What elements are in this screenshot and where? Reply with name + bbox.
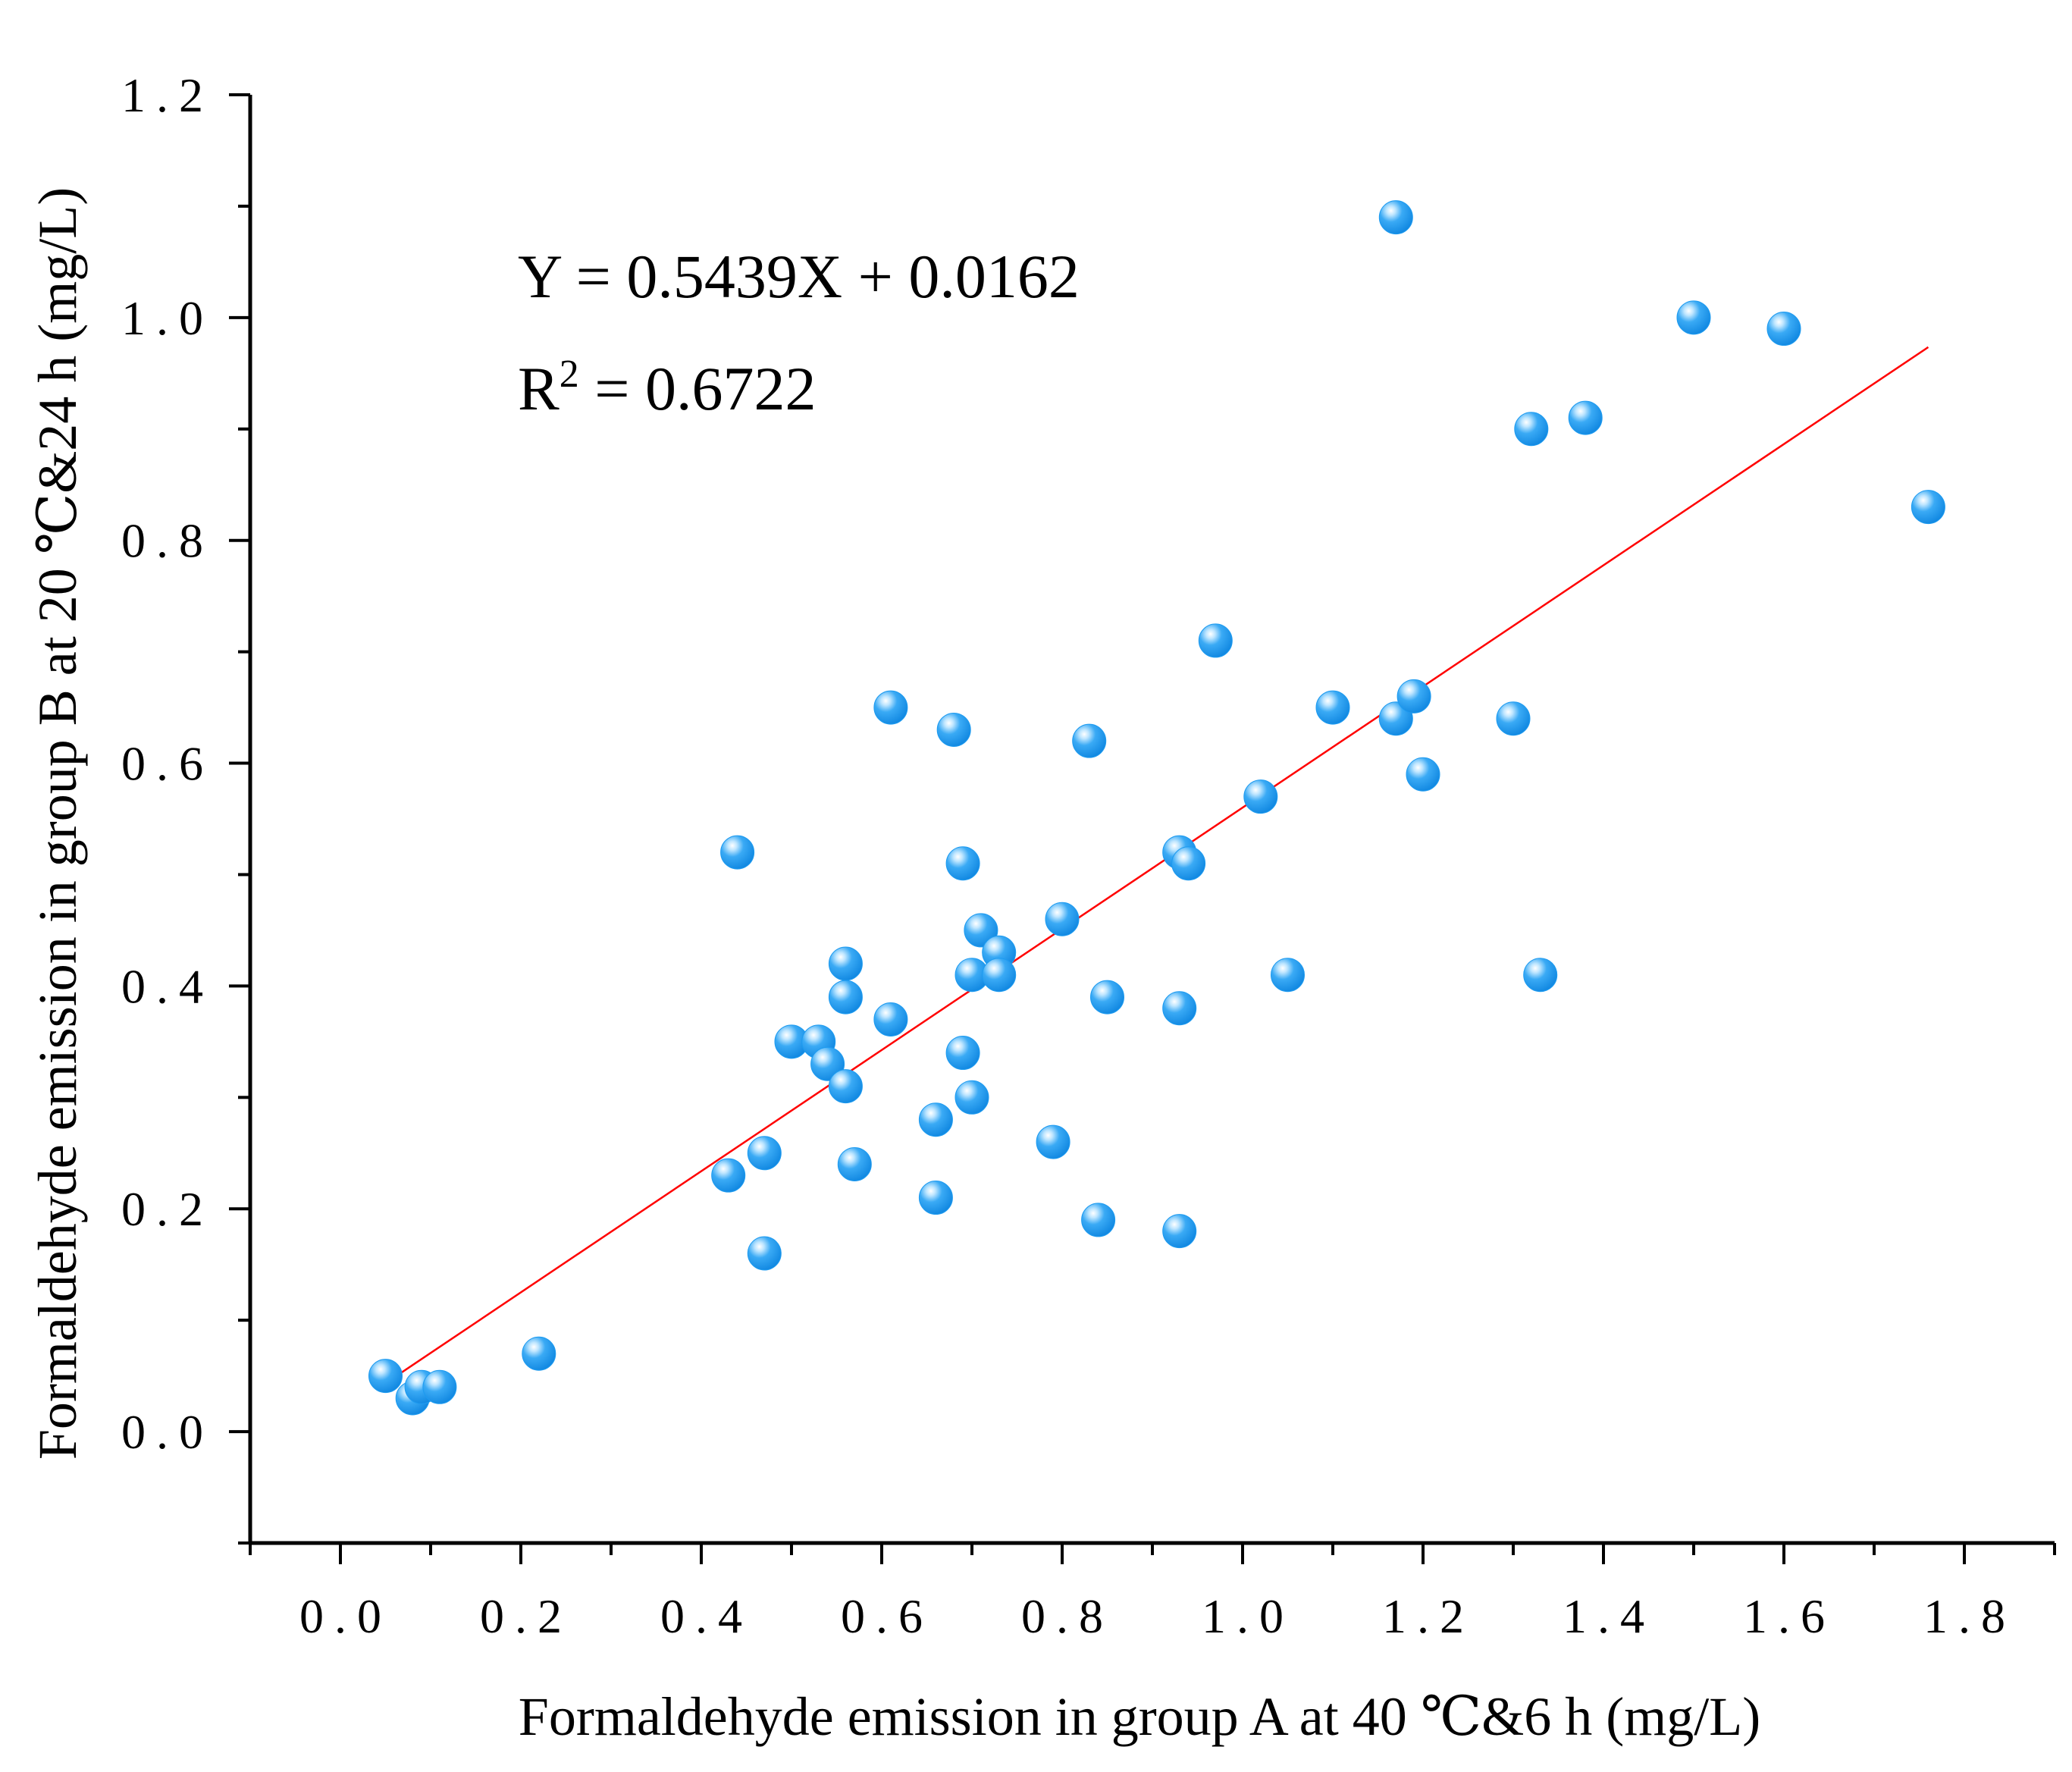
data-point bbox=[1676, 300, 1711, 335]
x-tick-label: 0.6 bbox=[841, 1589, 933, 1643]
x-tick-label: 1.0 bbox=[1202, 1589, 1294, 1643]
data-point bbox=[1162, 991, 1197, 1026]
data-point bbox=[954, 1080, 989, 1115]
data-point bbox=[1171, 846, 1206, 881]
y-tick-label: 1.2 bbox=[121, 68, 214, 122]
fit-line-group bbox=[384, 346, 1929, 1385]
regression-equation: Y = 0.5439X + 0.0162 bbox=[518, 242, 1080, 311]
data-point bbox=[828, 980, 863, 1015]
x-tick-label: 0.8 bbox=[1021, 1589, 1114, 1643]
r2-value: = 0.6722 bbox=[579, 354, 817, 423]
y-tick-label: 0.6 bbox=[121, 737, 214, 791]
data-point bbox=[1514, 412, 1549, 447]
data-point bbox=[747, 1236, 782, 1271]
regression-fit-line bbox=[384, 346, 1929, 1385]
data-point bbox=[1271, 958, 1305, 993]
x-tick-label: 1.6 bbox=[1743, 1589, 1835, 1643]
data-point bbox=[422, 1369, 457, 1404]
x-tick-label: 1.2 bbox=[1382, 1589, 1475, 1643]
labels: Y = 0.5439X + 0.0162 R2 = 0.6722 Formald… bbox=[27, 187, 1760, 1747]
data-point bbox=[1911, 490, 1945, 525]
data-point bbox=[1378, 200, 1413, 235]
data-point bbox=[1072, 723, 1107, 758]
data-point bbox=[982, 958, 1017, 993]
r2-superscript: 2 bbox=[560, 353, 579, 396]
data-point bbox=[1243, 779, 1278, 814]
data-point bbox=[918, 1181, 953, 1215]
data-point bbox=[1396, 679, 1431, 714]
data-point bbox=[1081, 1203, 1116, 1237]
data-point bbox=[945, 846, 980, 881]
data-point bbox=[1045, 902, 1080, 936]
data-point bbox=[945, 1036, 980, 1071]
data-point bbox=[720, 835, 755, 870]
x-tick-label: 1.8 bbox=[1923, 1589, 2016, 1643]
y-tick-label: 0.8 bbox=[121, 514, 214, 568]
x-tick-label: 0.0 bbox=[299, 1589, 392, 1643]
data-point bbox=[873, 1002, 908, 1037]
data-point bbox=[1406, 757, 1440, 792]
data-point bbox=[918, 1102, 953, 1137]
data-point bbox=[828, 1069, 863, 1104]
data-point bbox=[711, 1158, 746, 1193]
x-tick-label: 0.4 bbox=[660, 1589, 753, 1643]
data-point bbox=[1315, 690, 1350, 725]
data-point bbox=[828, 946, 863, 981]
x-tick-label: 1.4 bbox=[1563, 1589, 1655, 1643]
data-points bbox=[368, 200, 1945, 1416]
data-point bbox=[936, 712, 971, 747]
data-point bbox=[368, 1359, 403, 1394]
r-squared-label: R2 = 0.6722 bbox=[518, 353, 816, 423]
y-axis-title: Formaldehyde emission in group B at 20 ℃… bbox=[27, 187, 88, 1460]
data-point bbox=[1036, 1124, 1070, 1159]
data-point bbox=[1162, 1214, 1197, 1249]
data-point bbox=[522, 1336, 556, 1371]
x-axis-title: Formaldehyde emission in group A at 40 ℃… bbox=[519, 1686, 1760, 1747]
data-point bbox=[747, 1136, 782, 1171]
x-tick-label: 0.2 bbox=[480, 1589, 572, 1643]
r2-prefix: R bbox=[518, 354, 560, 423]
y-tick-label: 1.0 bbox=[121, 291, 214, 345]
data-point bbox=[1523, 958, 1558, 993]
data-point bbox=[1496, 701, 1531, 736]
data-point bbox=[837, 1146, 872, 1181]
y-tick-label: 0.2 bbox=[121, 1182, 214, 1236]
data-point bbox=[1198, 623, 1233, 658]
data-point bbox=[1090, 980, 1124, 1015]
y-tick-label: 0.0 bbox=[121, 1405, 214, 1459]
axes: 0.0 0.2 0.4 0.6 0.8 1.0 1.2 0.0 0.2 0.4 0.6 0.8 1.0 1… bbox=[121, 68, 2056, 1643]
y-tick-label: 0.4 bbox=[121, 959, 214, 1013]
data-point bbox=[1568, 400, 1603, 435]
data-point bbox=[873, 690, 908, 725]
data-point bbox=[1766, 312, 1801, 347]
